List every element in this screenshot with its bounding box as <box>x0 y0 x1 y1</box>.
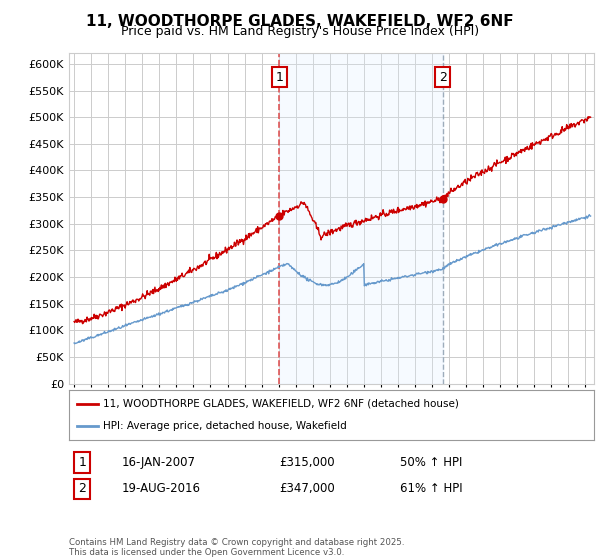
Text: 1: 1 <box>275 71 283 83</box>
Text: £315,000: £315,000 <box>279 456 335 469</box>
Text: 2: 2 <box>439 71 447 83</box>
Text: Contains HM Land Registry data © Crown copyright and database right 2025.
This d: Contains HM Land Registry data © Crown c… <box>69 538 404 557</box>
Text: 19-AUG-2016: 19-AUG-2016 <box>121 482 200 496</box>
Text: 61% ↑ HPI: 61% ↑ HPI <box>400 482 463 496</box>
Text: £347,000: £347,000 <box>279 482 335 496</box>
Text: 11, WOODTHORPE GLADES, WAKEFIELD, WF2 6NF (detached house): 11, WOODTHORPE GLADES, WAKEFIELD, WF2 6N… <box>103 399 459 409</box>
Text: HPI: Average price, detached house, Wakefield: HPI: Average price, detached house, Wake… <box>103 421 347 431</box>
Text: 11, WOODTHORPE GLADES, WAKEFIELD, WF2 6NF: 11, WOODTHORPE GLADES, WAKEFIELD, WF2 6N… <box>86 14 514 29</box>
Text: 1: 1 <box>78 456 86 469</box>
Text: 50% ↑ HPI: 50% ↑ HPI <box>400 456 462 469</box>
Text: Price paid vs. HM Land Registry's House Price Index (HPI): Price paid vs. HM Land Registry's House … <box>121 25 479 38</box>
Text: 16-JAN-2007: 16-JAN-2007 <box>121 456 196 469</box>
Bar <box>280 53 443 384</box>
Text: 2: 2 <box>78 482 86 496</box>
